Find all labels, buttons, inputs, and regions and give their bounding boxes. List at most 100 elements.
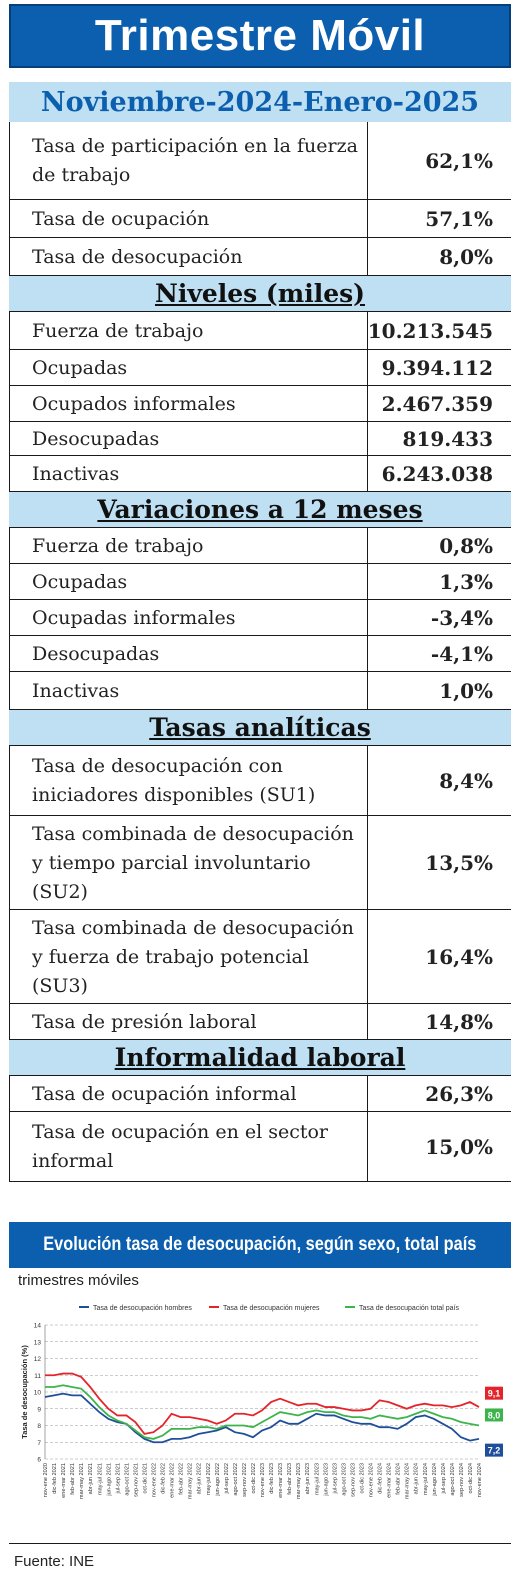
row-value: 6.243.038: [381, 461, 493, 486]
series-line: [45, 1372, 480, 1435]
row-label: Ocupadas: [9, 350, 368, 385]
unemployment-line-chart: Tasa de desocupación hombres Tasa de deso…: [20, 1305, 503, 1499]
row-label: Ocupadas: [9, 564, 368, 599]
row-label: Tasa de ocupación en el sector informal: [9, 1112, 368, 1181]
x-tick-label: nov-ene 2022: [152, 1463, 158, 1497]
x-tick-label: jul-sep 2022: [224, 1463, 230, 1494]
row-value: 14,8%: [425, 1009, 493, 1034]
end-label-badge: [485, 1443, 503, 1457]
row-value: 1,0%: [439, 678, 493, 703]
row-value: 57,1%: [425, 206, 493, 231]
x-tick-label: sep-nov 2022: [242, 1463, 248, 1497]
table-row: Tasa de ocupación 57,1%: [9, 200, 511, 238]
table-row: Fuerza de trabajo 0,8%: [9, 528, 511, 564]
x-tick-label: feb-abr 2022: [179, 1463, 185, 1495]
x-tick-label: oct-dic 2021: [142, 1463, 148, 1493]
row-value: 62,1%: [425, 148, 493, 173]
x-tick-label: abr-jun 2021: [88, 1463, 94, 1494]
source-note: Fuente: INE: [14, 1553, 95, 1570]
table-row: Tasa combinada de desocupación y tiempo …: [9, 816, 511, 910]
x-tick-label: dic-feb 2021: [52, 1463, 58, 1494]
x-tick-label: ago-oct 2021: [124, 1463, 130, 1496]
end-label-badge: [485, 1386, 503, 1400]
x-tick-label: sep-nov 2023: [350, 1463, 356, 1497]
row-value: 13,5%: [425, 850, 493, 875]
end-value-label: 7,2: [488, 1446, 501, 1456]
y-tick-label: 13: [34, 1339, 42, 1346]
x-tick-label: mar-may 2024: [405, 1463, 411, 1499]
row-value: -4,1%: [430, 641, 493, 666]
row-label: Ocupadas informales: [9, 600, 368, 635]
row-value: 10.213.545: [367, 318, 493, 343]
x-tick-label: sep-nov 2024: [459, 1463, 465, 1497]
row-label: Desocupadas: [9, 636, 368, 671]
end-label-badge: [485, 1408, 503, 1422]
x-tick-label: sep-nov 2021: [133, 1463, 139, 1497]
x-tick-label: jun-ago 2021: [106, 1463, 112, 1497]
row-label: Fuerza de trabajo: [9, 312, 368, 349]
legend-label: Tasa de desocupación total país: [359, 1305, 460, 1312]
x-tick-label: dic-feb 2024: [378, 1463, 384, 1494]
section-title: Informalidad laboral: [114, 1043, 406, 1072]
row-label: Desocupadas: [9, 422, 368, 455]
x-tick-label: mar-may 2021: [79, 1463, 85, 1499]
x-tick-label: oct-dic 2024: [468, 1463, 474, 1493]
x-tick-label: oct-dic 2023: [359, 1463, 365, 1493]
x-tick-label: ene-mar 2024: [387, 1463, 393, 1498]
x-tick-label: ene-mar 2023: [278, 1463, 284, 1498]
y-tick-label: 8: [37, 1423, 41, 1430]
y-tick-label: 9: [37, 1406, 41, 1413]
table-row: Desocupadas -4,1%: [9, 636, 511, 672]
y-tick-label: 6: [37, 1457, 41, 1464]
table-row: Tasa combinada de desocupación y fuerza …: [9, 910, 511, 1004]
section-title: Niveles (miles): [154, 279, 366, 308]
period-label: Noviembre-2024-Enero-2025: [40, 86, 480, 118]
row-label: Tasa de desocupación: [9, 238, 368, 275]
page-title: Trimestre Móvil: [94, 11, 426, 60]
row-label: Tasa de ocupación informal: [9, 1076, 368, 1111]
series-line: [44, 1392, 480, 1444]
row-label: Tasa combinada de desocupación y tiempo …: [9, 816, 368, 909]
x-tick-label: may-jul 2021: [97, 1463, 103, 1495]
table-row: Ocupadas informales -3,4%: [9, 600, 511, 636]
table-row: Desocupadas 819.433: [9, 422, 511, 456]
x-tick-label: nov-ene 2020: [43, 1463, 49, 1497]
x-tick-label: nov-ene 2024: [369, 1463, 375, 1497]
section-header: Informalidad laboral: [9, 1040, 511, 1076]
table-row: Tasa de ocupación en el sector informal 1…: [9, 1112, 511, 1182]
x-tick-label: ago-oct 2023: [341, 1463, 347, 1496]
row-value: 15,0%: [425, 1134, 493, 1159]
x-tick-label: ene-mar 2021: [61, 1463, 67, 1498]
x-tick-label: jun-ago 2024: [432, 1463, 438, 1497]
table-row: Tasa de participación en la fuerza de tr…: [9, 122, 511, 200]
row-value: 16,4%: [425, 944, 493, 969]
indicators-table: Tasa de participación en la fuerza de tr…: [9, 122, 511, 1182]
x-tick-label: feb-abr 2024: [396, 1463, 402, 1495]
x-tick-label: dic-feb 2023: [269, 1463, 275, 1494]
x-tick-label: may-jul 2023: [314, 1463, 320, 1495]
footer-divider: [9, 1543, 511, 1544]
x-tick-label: nov-ene 2024: [477, 1463, 483, 1497]
title-banner: Trimestre Móvil: [9, 4, 511, 68]
row-label: Fuerza de trabajo: [9, 528, 368, 563]
table-row: Ocupadas 1,3%: [9, 564, 511, 600]
x-tick-label: ago-oct 2024: [450, 1463, 456, 1496]
table-row: Fuerza de trabajo 10.213.545: [9, 312, 511, 350]
section-header: Tasas analíticas: [9, 710, 511, 746]
row-label: Tasa de participación en la fuerza de tr…: [9, 122, 368, 199]
x-tick-label: ene-mar 2022: [170, 1463, 176, 1498]
legend-label: Tasa de desocupación hombres: [93, 1305, 192, 1312]
section-header: Niveles (miles): [9, 276, 511, 312]
row-value: 2.467.359: [381, 391, 493, 416]
table-row: Ocupados informales 2.467.359: [9, 386, 511, 422]
legend-label: Tasa de desocupación mujeres: [223, 1305, 320, 1312]
x-tick-label: oct-dic 2022: [251, 1463, 257, 1493]
x-tick-label: feb-abr 2023: [287, 1463, 293, 1495]
chart-title: Evolución tasa de desocupación, según se…: [43, 1234, 477, 1255]
end-value-label: 9,1: [488, 1389, 501, 1399]
table-row: Tasa de desocupación con iniciadores dis…: [9, 746, 511, 816]
x-tick-label: jul-sep 2023: [332, 1463, 338, 1494]
y-tick-label: 7: [37, 1440, 41, 1447]
row-value: 9.394.112: [381, 355, 493, 380]
row-value: 26,3%: [425, 1081, 493, 1106]
